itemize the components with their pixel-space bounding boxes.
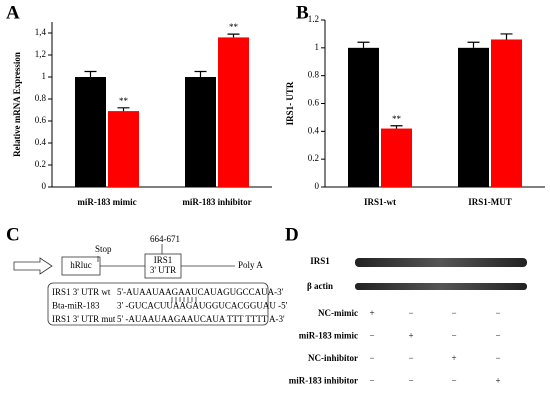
error-bar	[390, 125, 403, 129]
y-tick-label: 0.8	[308, 70, 320, 80]
sign: −	[451, 376, 456, 386]
x-tick-label: IRS1-wt	[364, 197, 396, 207]
bar	[108, 111, 139, 187]
sign: +	[408, 331, 413, 341]
y-tick-label: 0.6	[308, 98, 320, 108]
bar	[75, 77, 106, 187]
pairing	[171, 297, 197, 302]
annotation: **	[119, 96, 129, 106]
sequence: 5'-AUAAUAAGAAUCAUAGUGCCAUA-3'	[117, 287, 284, 297]
sign: −	[369, 353, 374, 363]
y-tick-label: 1,2	[35, 49, 46, 59]
y-tick-label: 1	[42, 71, 47, 81]
row-label: IRS1 3' UTR wt	[52, 287, 111, 297]
sign: +	[451, 353, 456, 363]
bar	[348, 47, 379, 188]
error-bar	[357, 41, 370, 48]
y-tick-label: 0	[42, 181, 47, 191]
error-bar	[194, 70, 207, 77]
panel-label: C	[6, 224, 20, 245]
panel-label: A	[6, 2, 20, 23]
error-bar	[500, 33, 513, 40]
sign: −	[408, 353, 413, 363]
y-axis-label: IRS1- UTR	[285, 81, 295, 125]
label: Poly A	[238, 260, 263, 270]
label: 3' UTR	[150, 265, 176, 275]
construct-diagram	[13, 244, 269, 326]
y-tick-label: 1.2	[308, 14, 319, 24]
row-label: Bta-miR-183	[52, 301, 100, 311]
y-tick-label: 0	[315, 181, 320, 191]
sign: +	[369, 308, 374, 318]
sequence: 5' -AUAAUAAGAAUCAUA TTT TTTT A-3'	[117, 314, 285, 324]
bar	[491, 39, 522, 187]
band-label: β actin	[307, 281, 333, 291]
sign: −	[495, 308, 500, 318]
y-tick-label: 0.6	[35, 115, 47, 125]
panel-label: D	[285, 224, 299, 245]
sequence: 3' -GUCACUUAAGAUGGUCACGGUAU -5'	[117, 301, 288, 311]
bar	[185, 77, 216, 187]
blot-band	[355, 258, 527, 267]
sign: −	[369, 376, 374, 386]
error-bar	[467, 41, 480, 48]
box	[47, 282, 269, 326]
sign: −	[451, 308, 456, 318]
y-tick-label: 0.2	[35, 159, 46, 169]
y-tick-label: 0.4	[308, 125, 320, 135]
error-bar	[227, 33, 240, 38]
y-tick-label: 0.4	[35, 137, 47, 147]
sign: −	[451, 331, 456, 341]
row-label: NC-inhibitor	[308, 353, 358, 363]
panel-label: B	[296, 2, 309, 23]
bar	[218, 37, 249, 188]
arrow	[13, 257, 53, 275]
blot-band	[355, 283, 527, 290]
x-tick-label: miR-183 inhibitor	[182, 197, 251, 207]
y-tick-label: 0.8	[35, 93, 47, 103]
annotation: **	[392, 114, 402, 124]
bar	[381, 128, 412, 187]
label: hRluc	[70, 260, 92, 270]
annotation: **	[229, 22, 239, 32]
row-label: NC-mimic	[318, 308, 358, 318]
error-bar	[117, 107, 130, 112]
sign: −	[495, 331, 500, 341]
sign: −	[369, 331, 374, 341]
sign: −	[408, 376, 413, 386]
sign: −	[408, 308, 413, 318]
row-label: IRS1 3' UTR mut	[52, 314, 116, 324]
row-label: miR-183 inhibitor	[289, 376, 358, 386]
row-label: miR-183 mimic	[299, 331, 358, 341]
label: Stop	[95, 244, 112, 254]
label: 664-671	[150, 234, 180, 244]
sign: +	[495, 376, 500, 386]
band-label: IRS1	[310, 256, 330, 266]
x-tick-label: miR-183 mimic	[77, 197, 136, 207]
y-axis-label: Relative mRNA Expression	[12, 52, 22, 157]
bar	[458, 47, 489, 188]
y-tick-label: 0.2	[308, 153, 319, 163]
error-bar	[84, 70, 97, 77]
x-tick-label: IRS1-MUT	[468, 197, 512, 207]
label: IRS1	[154, 255, 173, 265]
y-tick-label: 1	[315, 42, 320, 52]
sign: −	[495, 353, 500, 363]
y-tick-label: 1,4	[35, 27, 47, 37]
